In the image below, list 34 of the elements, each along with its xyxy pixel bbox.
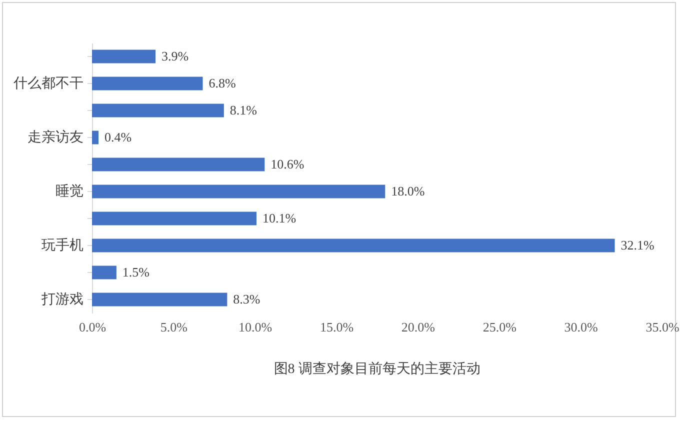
- x-tick-label: 5.0%: [160, 320, 188, 334]
- bar: [92, 76, 203, 90]
- bar: [92, 212, 256, 226]
- x-tick-label: 25.0%: [482, 320, 517, 334]
- bar: [92, 238, 615, 252]
- y-tick-label: 什么都不干: [12, 76, 84, 92]
- bar: [92, 104, 224, 118]
- x-tick-label: 35.0%: [646, 320, 680, 334]
- bar: [92, 266, 116, 280]
- data-label: 6.8%: [208, 76, 236, 90]
- bar: [92, 158, 265, 172]
- bar: [92, 130, 99, 144]
- data-label: 32.1%: [620, 238, 655, 252]
- y-tick-label: 玩手机: [42, 238, 84, 254]
- data-label: 10.1%: [262, 210, 296, 226]
- data-label: 10.6%: [270, 156, 304, 172]
- x-tick-label: 10.0%: [238, 320, 272, 334]
- data-label: 8.1%: [230, 102, 258, 118]
- x-tick-label: 30.0%: [564, 320, 598, 334]
- y-tick-label: 睡觉: [56, 184, 84, 200]
- data-label: 18.0%: [391, 184, 425, 198]
- y-tick-label: 打游戏: [40, 292, 84, 308]
- data-label: 8.3%: [233, 292, 260, 306]
- bar: [92, 50, 156, 64]
- data-label: 3.9%: [162, 48, 189, 64]
- x-tick-label: 15.0%: [320, 320, 354, 334]
- y-tick-label: 走亲访友: [28, 130, 84, 146]
- x-tick-label: 20.0%: [401, 320, 436, 334]
- bar: [92, 292, 228, 306]
- x-tick-label: 0.0%: [78, 320, 106, 334]
- data-label: 0.4%: [104, 130, 132, 144]
- data-label: 1.5%: [122, 264, 150, 280]
- bar: [92, 184, 386, 198]
- text: 图8 调查对象目前每天的主要活动: [274, 361, 480, 377]
